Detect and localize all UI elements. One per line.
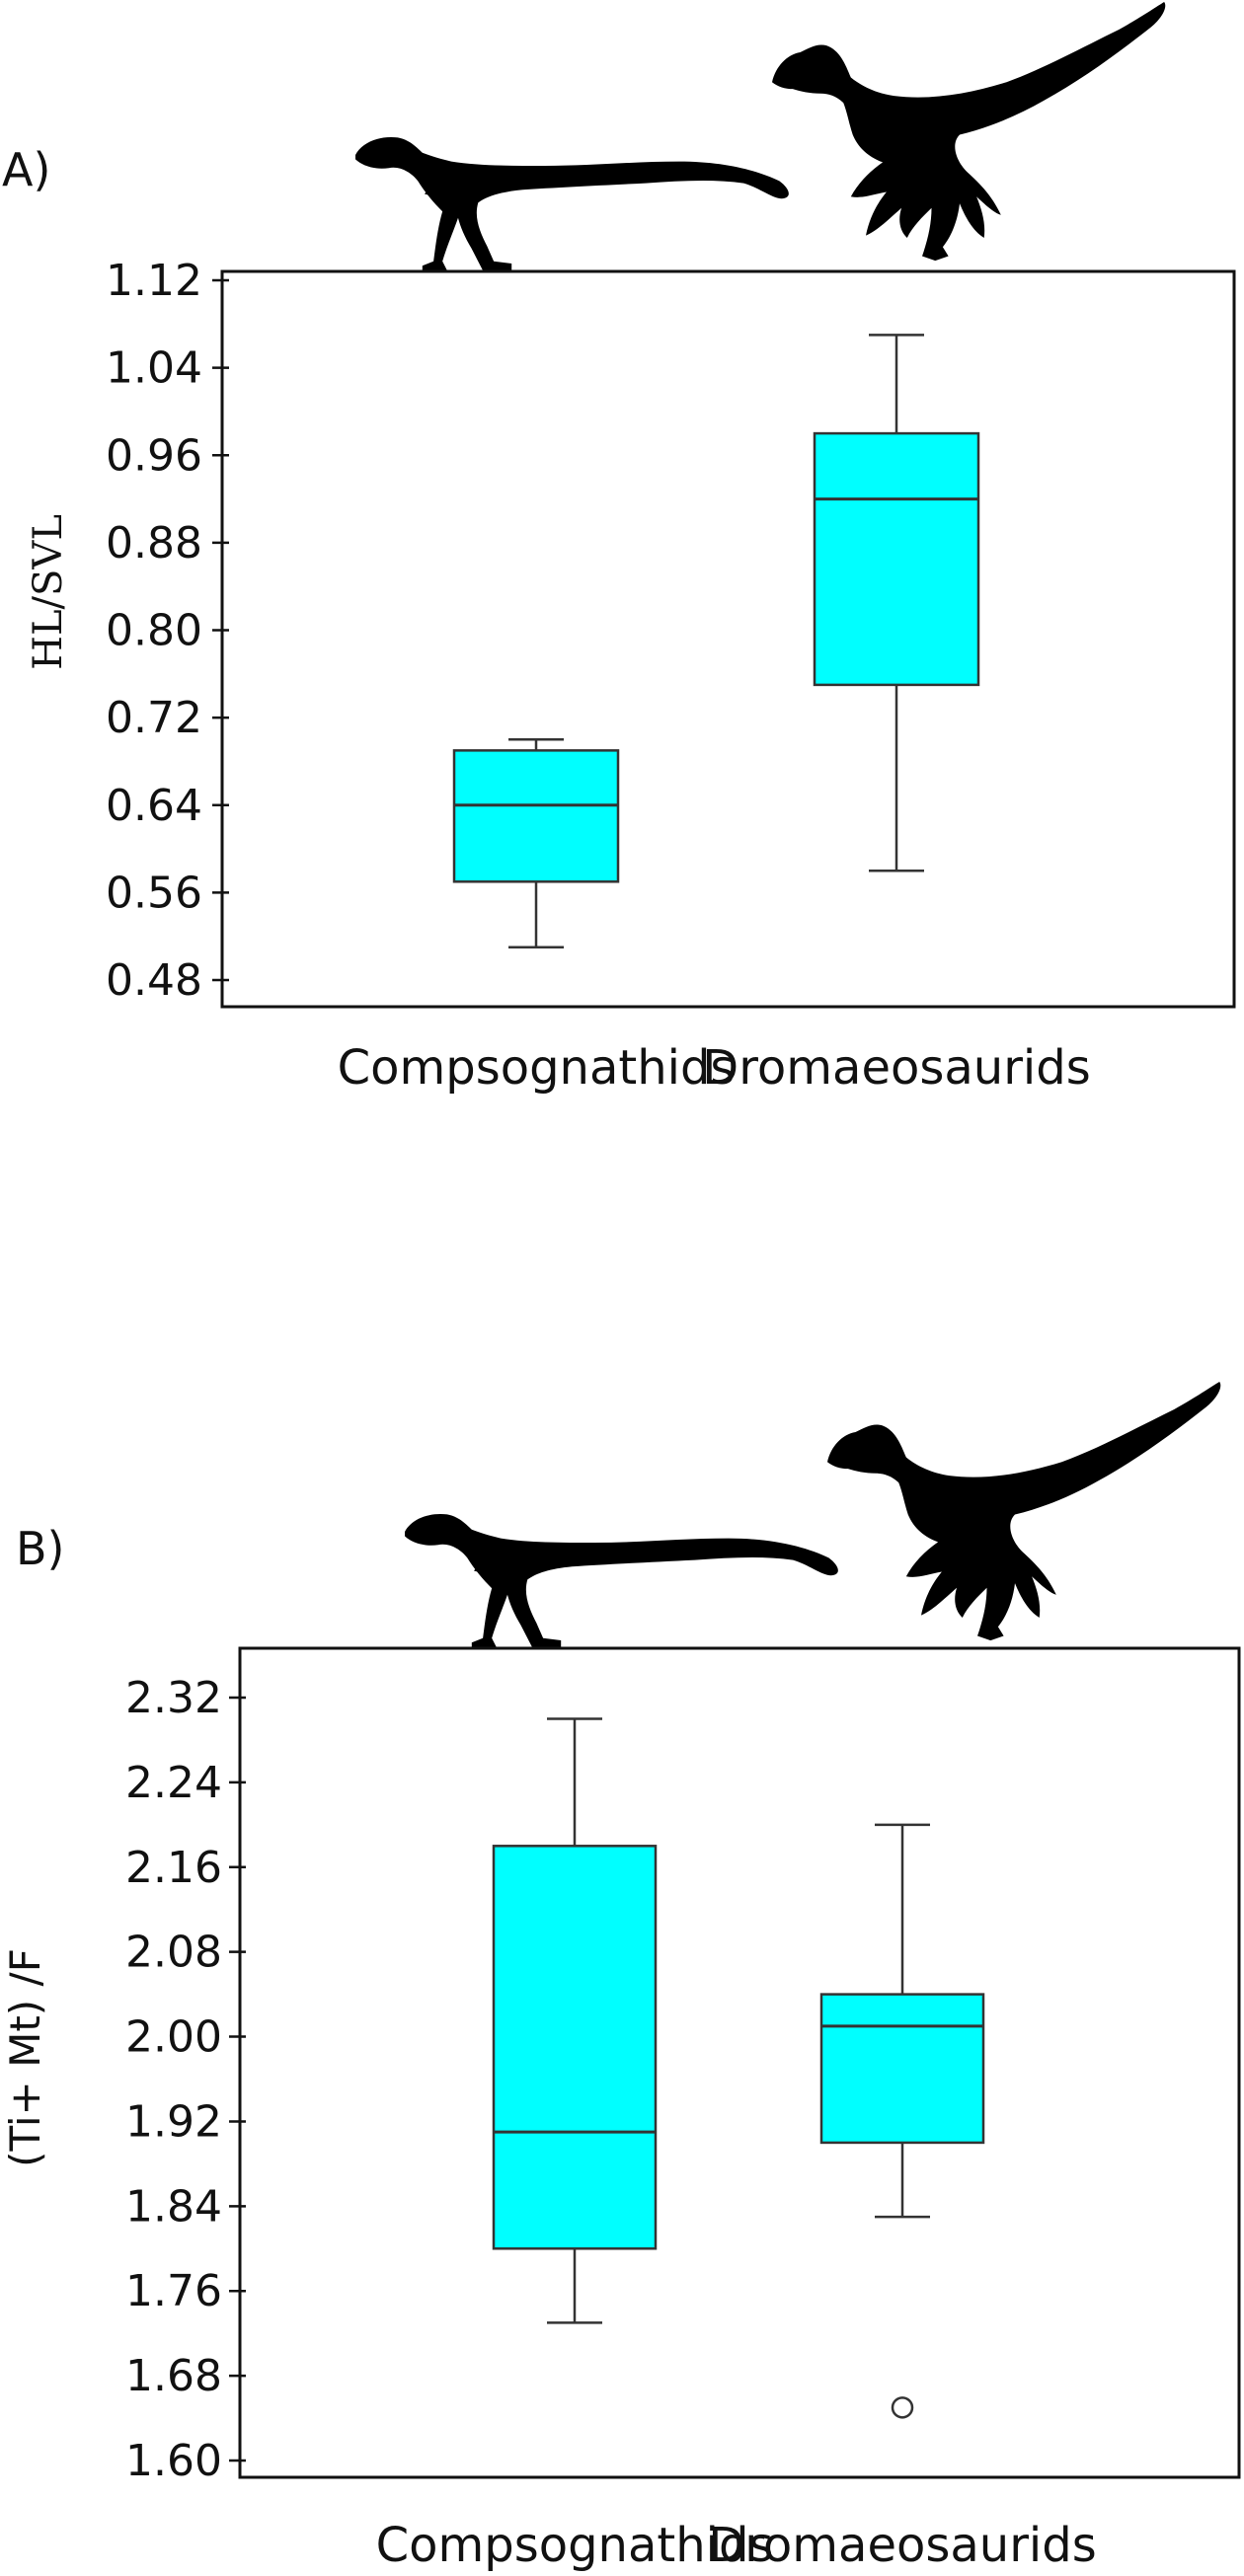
y-tick-label: 1.04 — [106, 343, 202, 394]
dromaeosaurid-silhouette — [772, 2, 1166, 262]
y-tick-label: 1.92 — [125, 2096, 222, 2147]
y-tick-label: 2.00 — [125, 2012, 222, 2063]
compsognathid-silhouette — [355, 136, 789, 272]
y-tick-label: 0.72 — [106, 693, 202, 743]
y-tick-label: 1.68 — [125, 2351, 222, 2401]
y-tick-label: 2.16 — [125, 1843, 222, 1893]
y-axis-label: (Ti+ Mt) /F — [1, 1948, 49, 2167]
panel-a: A) 0.48 0.56 0.64 0.72 0.80 0.88 0.96 1.04 1.12 HL… — [2, 2, 1236, 1096]
plot-frame — [220, 269, 1236, 1009]
y-tick-label: 1.84 — [125, 2181, 222, 2232]
outlier-point — [891, 2396, 914, 2419]
y-tick-label: 2.08 — [125, 1928, 222, 1978]
x-category-label: Compsognathids — [338, 1040, 736, 1096]
box-compsognathids — [452, 738, 620, 949]
y-axis-label: HL/SVL — [26, 514, 71, 670]
y-tick-label: 2.32 — [125, 1673, 222, 1723]
y-tick-label: 1.76 — [125, 2266, 222, 2316]
y-tick-label: 0.64 — [106, 781, 202, 831]
y-tick-label: 0.80 — [106, 606, 202, 656]
plot-frame — [238, 1646, 1241, 2479]
panel-label: B) — [16, 1522, 65, 1575]
x-category-label: Compsognathids — [376, 2518, 774, 2573]
compsognathid-silhouette — [405, 1513, 838, 1649]
x-category-label: Dromaeosaurids — [702, 1040, 1090, 1096]
box-compsognathids — [492, 1717, 658, 2324]
y-tick-label: 0.88 — [106, 518, 202, 568]
box-dromaeosaurids — [819, 1823, 985, 2419]
x-category-label: Dromaeosaurids — [708, 2518, 1096, 2573]
box-dromaeosaurids — [813, 334, 980, 872]
y-tick-label: 2.24 — [125, 1758, 222, 1808]
y-tick-label: 1.60 — [125, 2436, 222, 2486]
panel-label: A) — [2, 143, 50, 196]
y-tick-label: 0.96 — [106, 430, 202, 481]
y-tick-label: 0.56 — [106, 868, 202, 918]
iqr-box — [819, 1993, 985, 2145]
iqr-box — [492, 1845, 658, 2250]
dromaeosaurid-silhouette — [827, 1382, 1221, 1641]
y-tick-label: 1.12 — [106, 256, 202, 306]
iqr-box — [813, 431, 980, 687]
iqr-box — [452, 749, 620, 883]
y-tick-label: 0.48 — [106, 955, 202, 1006]
panel-b: B) 1.60 1.68 1.76 1.84 1.92 2.00 2.08 2.16 2.24 2.… — [1, 1382, 1241, 2573]
